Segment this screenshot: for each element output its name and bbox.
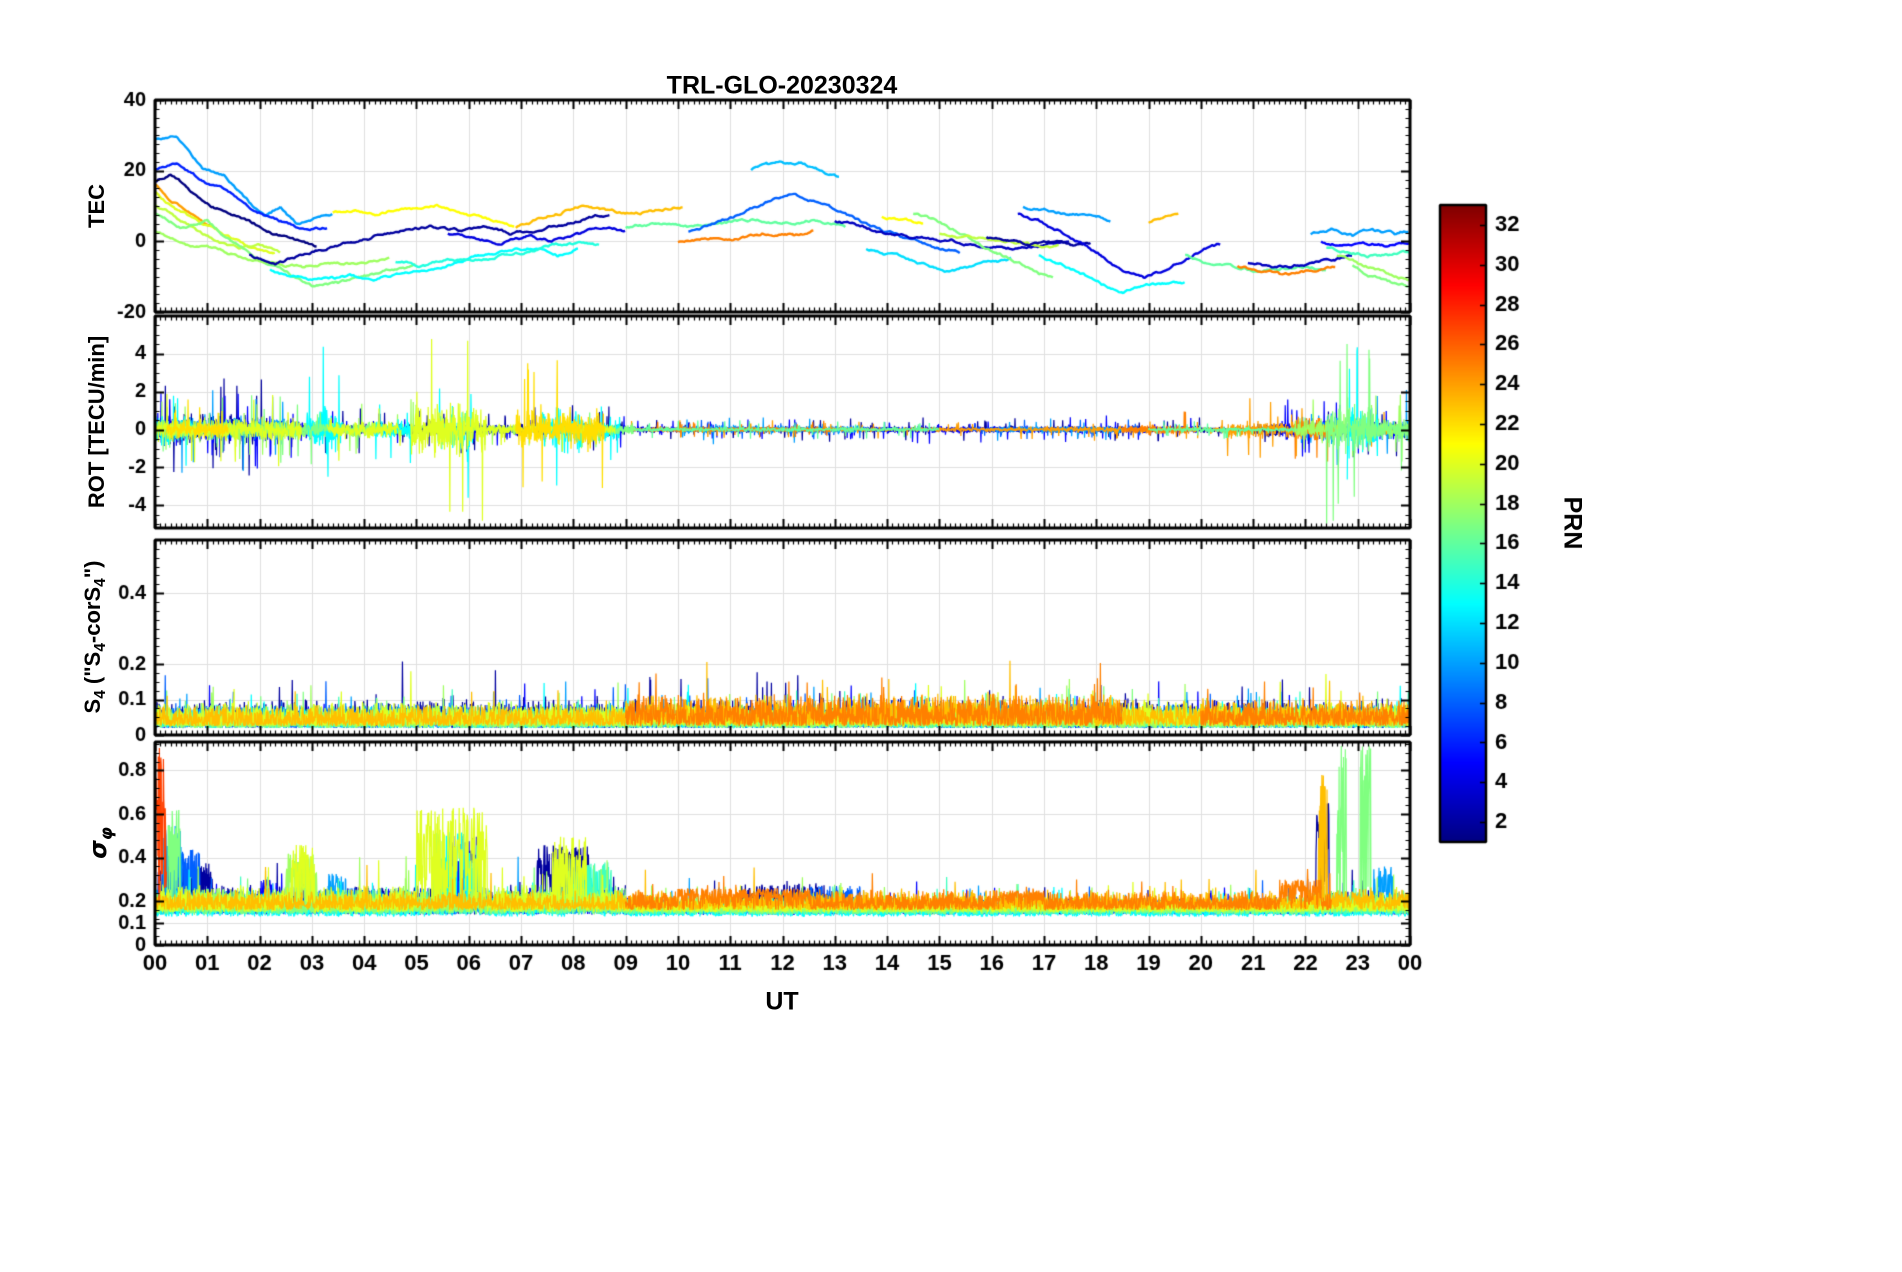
colorbar-label: PRN	[1558, 496, 1587, 550]
xlabel: UT	[765, 987, 799, 1016]
ylabel-tec: TEC	[84, 184, 109, 228]
ylabel-s4-part: ")	[79, 560, 105, 579]
ylabel-rot: ROT [TECU/min]	[84, 335, 109, 509]
ylabel-s4-sub: 4	[92, 690, 110, 699]
chart-title: TRL-GLO-20230324	[666, 71, 898, 100]
ylabel-s4-sub: 4	[92, 643, 110, 652]
ylabel-s4: S4 ("S4-corS4")	[80, 561, 110, 714]
ylabel-s4-part: -corS	[79, 586, 105, 644]
ylabel-s4-part: S	[79, 698, 105, 714]
ylabel-sigma: σφ	[84, 827, 116, 859]
phi-subscript: φ	[95, 827, 116, 841]
sigma-symbol: σ	[84, 840, 113, 859]
ylabel-s4-sub: 4	[92, 578, 110, 587]
ylabel-s4-part: ("S	[79, 651, 105, 691]
